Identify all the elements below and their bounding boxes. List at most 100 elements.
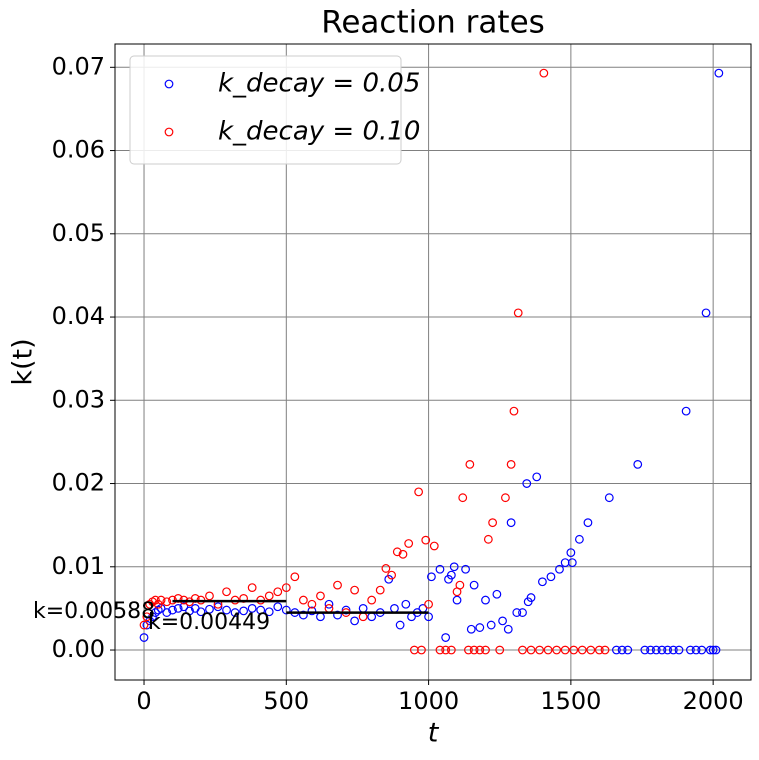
data-point: [546, 572, 556, 582]
data-point: [222, 587, 231, 597]
data-point: [711, 645, 721, 655]
data-point: [162, 608, 172, 617]
data-point: [213, 602, 223, 612]
data-point: [617, 645, 627, 655]
fit-annotation: k=0.00449: [148, 610, 270, 635]
data-point: [600, 645, 610, 655]
data-point: [569, 645, 579, 655]
y-axis-label: k(t): [8, 338, 39, 385]
data-point: [452, 595, 462, 605]
data-point: [506, 459, 516, 469]
data-point: [495, 645, 505, 655]
data-point: [498, 616, 507, 626]
data-point: [503, 624, 513, 634]
data-point: [398, 549, 408, 559]
legend-marker: [164, 127, 174, 137]
data-point: [586, 645, 596, 655]
data-point: [185, 606, 194, 616]
data-point: [281, 583, 291, 592]
data-point: [501, 493, 510, 503]
data-point: [560, 558, 570, 568]
data-point: [623, 645, 633, 655]
data-point: [156, 595, 166, 605]
data-point: [298, 595, 308, 605]
data-point: [513, 308, 523, 318]
data-point: [668, 645, 678, 655]
data-point: [196, 607, 206, 617]
data-point: [142, 612, 152, 622]
legend-label: k_decay = 0.05: [218, 69, 420, 99]
data-point: [179, 602, 189, 612]
data-point: [475, 623, 485, 632]
data-point: [316, 612, 325, 622]
data-point: [466, 624, 476, 634]
data-point: [307, 606, 317, 616]
data-point: [427, 572, 436, 582]
data-point: [532, 472, 542, 482]
data-point: [173, 604, 183, 613]
data-point: [358, 612, 368, 622]
data-point: [367, 595, 377, 605]
data-point: [714, 68, 724, 78]
data-point: [509, 406, 519, 416]
data-point: [247, 583, 257, 592]
data-point: [404, 539, 414, 548]
y-tick-label: 0.01: [52, 552, 105, 580]
fit-annotation: k=0.00588: [33, 599, 155, 624]
legend-label: k_decay = 0.10: [218, 117, 420, 147]
data-point: [518, 608, 527, 617]
data-point: [395, 620, 405, 630]
data-point: [594, 645, 604, 655]
y-tick-label: 0.06: [52, 136, 105, 164]
data-point: [230, 608, 240, 617]
plot-frame: [114, 43, 752, 681]
data-point: [375, 585, 385, 595]
data-point: [449, 562, 459, 572]
data-point: [567, 558, 577, 568]
x-tick-label: 1500: [540, 687, 601, 715]
data-point: [483, 534, 493, 544]
data-point: [560, 645, 570, 655]
x-tick-label: 1000: [398, 687, 459, 715]
data-point: [469, 580, 479, 590]
data-point: [139, 620, 149, 630]
legend: k_decay = 0.05 k_decay = 0.10: [129, 55, 420, 165]
data-point: [205, 604, 214, 614]
data-point: [417, 645, 426, 655]
data-point: [298, 610, 308, 620]
data-point: [575, 534, 584, 544]
data-point: [475, 645, 485, 655]
data-point: [381, 564, 391, 573]
data-point: [424, 599, 433, 609]
data-point: [543, 645, 553, 655]
data-point: [539, 68, 549, 78]
data-point: [333, 580, 342, 590]
data-point: [264, 591, 274, 601]
data-point: [162, 597, 172, 607]
data-point: [461, 564, 470, 574]
data-point: [264, 607, 274, 617]
data-point: [387, 570, 396, 580]
data-point: [552, 645, 562, 655]
data-point: [701, 308, 711, 318]
data-point: [401, 599, 411, 609]
data-point: [469, 645, 479, 655]
data-point: [414, 487, 424, 497]
data-point: [273, 587, 283, 597]
legend-box: [129, 55, 402, 165]
data-point: [446, 570, 456, 580]
data-point: [685, 645, 695, 655]
data-point: [333, 610, 342, 620]
y-tick-label: 0.02: [52, 469, 105, 497]
data-point: [324, 599, 334, 609]
data-point: [307, 599, 317, 609]
data-point: [651, 645, 661, 655]
data-point: [657, 645, 667, 655]
y-tick-label: 0.03: [52, 385, 105, 413]
data-point: [455, 580, 465, 590]
legend-marker: [164, 79, 174, 89]
data-point: [168, 605, 177, 615]
data-point: [577, 645, 587, 655]
data-point: [421, 535, 431, 545]
data-point: [481, 595, 490, 605]
